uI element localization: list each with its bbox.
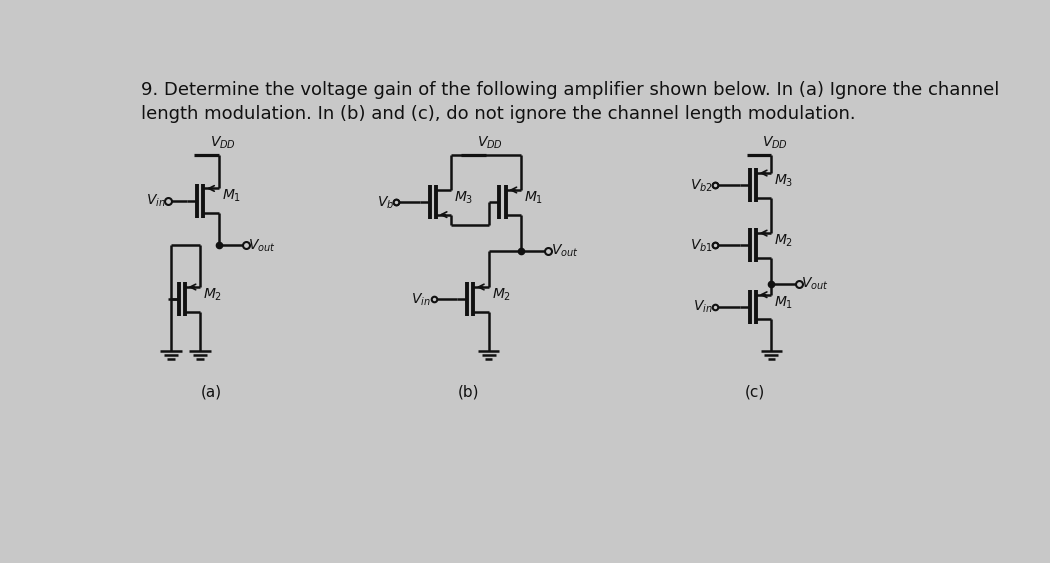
Text: $V_{DD}$: $V_{DD}$ xyxy=(477,135,503,151)
Text: $V_b$: $V_b$ xyxy=(377,194,394,211)
Text: $V_{DD}$: $V_{DD}$ xyxy=(762,135,789,151)
Text: $M_2$: $M_2$ xyxy=(775,233,794,249)
Text: $V_{DD}$: $V_{DD}$ xyxy=(210,135,235,151)
Text: (c): (c) xyxy=(746,384,765,399)
Text: $M_2$: $M_2$ xyxy=(204,287,223,303)
Text: $M_2$: $M_2$ xyxy=(491,287,510,303)
Text: $M_1$: $M_1$ xyxy=(775,294,794,311)
Text: $M_1$: $M_1$ xyxy=(222,188,242,204)
Text: $V_{out}$: $V_{out}$ xyxy=(248,237,276,253)
Text: $M_1$: $M_1$ xyxy=(524,190,544,206)
Text: (a): (a) xyxy=(201,384,222,399)
Text: $V_{b2}$: $V_{b2}$ xyxy=(690,177,713,194)
Text: length modulation. In (b) and (c), do not ignore the channel length modulation.: length modulation. In (b) and (c), do no… xyxy=(141,105,855,123)
Text: (b): (b) xyxy=(458,384,479,399)
Text: 9. Determine the voltage gain of the following amplifier shown below. In (a) Ign: 9. Determine the voltage gain of the fol… xyxy=(141,82,999,100)
Text: $V_{b1}$: $V_{b1}$ xyxy=(690,237,713,253)
Text: $V_{in}$: $V_{in}$ xyxy=(146,193,165,209)
Text: $V_{in}$: $V_{in}$ xyxy=(412,291,432,307)
Text: $M_3$: $M_3$ xyxy=(455,190,474,206)
Text: $V_{out}$: $V_{out}$ xyxy=(801,276,828,292)
Text: $M_3$: $M_3$ xyxy=(775,172,794,189)
Text: $V_{in}$: $V_{in}$ xyxy=(693,299,713,315)
Text: $V_{out}$: $V_{out}$ xyxy=(550,243,579,259)
